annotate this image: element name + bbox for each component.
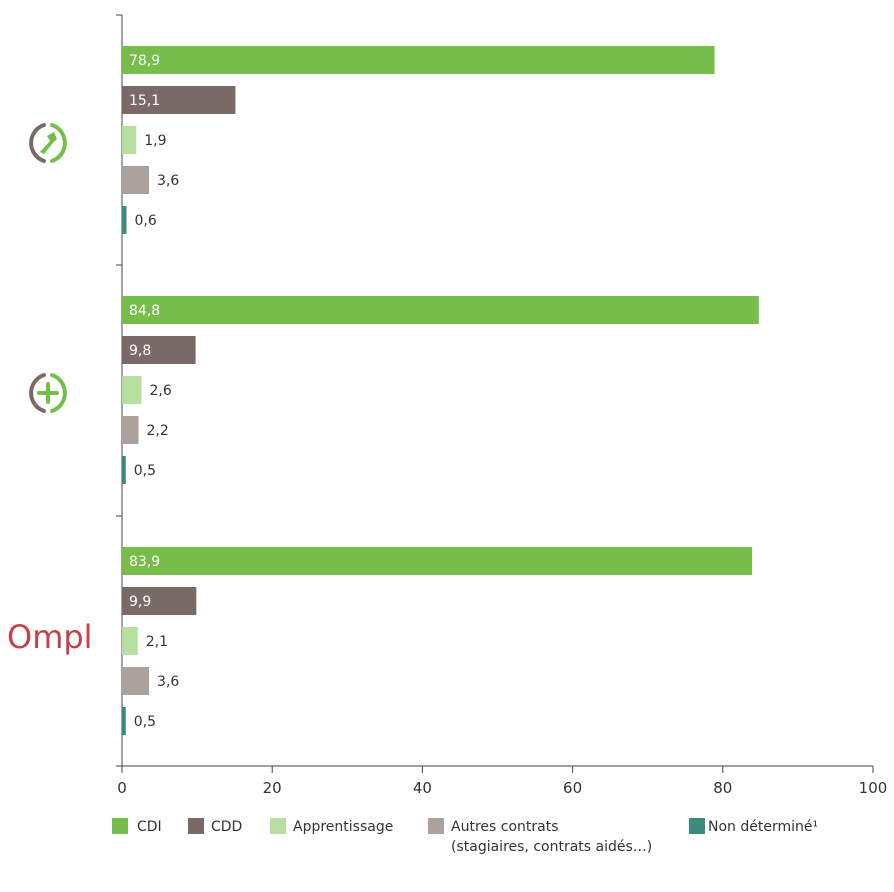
tool-circle-icon [29,123,67,163]
legend-label: CDD [211,819,242,835]
legend-label: Apprentissage [293,819,393,835]
bar-non-d-termin [122,206,127,234]
group-icons: Ompl [7,123,93,656]
x-tick-label: 20 [263,779,282,797]
bar-value-label: 0,5 [134,714,156,730]
ompl-logo: Ompl [7,618,93,656]
bar-value-label: 2,6 [150,383,172,399]
legend-label: CDI [137,819,162,835]
bar-value-label: 78,9 [129,53,160,69]
legend-item: CDI [112,818,162,835]
legend-item: Non déterminé¹ [689,818,818,835]
bar-non-d-termin [122,456,126,484]
bar-value-label: 1,9 [144,133,166,149]
legend-swatch [270,818,286,834]
chart-bars: 78,9 15,1 1,9 3,6 0,6 84,8 9,8 2,6 2,2 0,5 83,9 9,9… [122,46,759,735]
bar-value-label: 9,9 [129,594,151,610]
x-tick-label: 80 [713,779,732,797]
bar-apprentissage [122,376,142,404]
bar-cdd [122,587,197,615]
legend-swatch [689,818,705,834]
bar-cdd [122,86,236,114]
bar-value-label: 15,1 [129,93,160,109]
bar-value-label: 0,6 [135,213,157,229]
legend-label: Non déterminé¹ [708,819,818,835]
bar-value-label: 84,8 [129,303,160,319]
bar-value-label: 2,1 [146,634,168,650]
legend-swatch [112,818,128,834]
bar-apprentissage [122,126,137,154]
bar-cdi [122,296,759,324]
x-tick-label: 100 [859,779,888,797]
legend-swatch [188,818,204,834]
bar-autres-contrats [122,416,139,444]
bar-value-label: 9,8 [129,343,151,359]
bar-value-label: 0,5 [134,463,156,479]
legend-label-line2: (stagiaires, contrats aidés…) [451,839,652,855]
bar-cdi [122,46,715,74]
chart-axes: 0 20 40 60 80 100 [116,14,888,797]
bar-apprentissage [122,627,138,655]
bar-non-d-termin [122,707,126,735]
legend-item: Apprentissage [270,818,393,835]
x-tick-label: 40 [413,779,432,797]
ompl-logo-text: Ompl [7,618,93,656]
bar-autres-contrats [122,166,150,194]
bar-cdi [122,547,753,575]
legend-label: Autres contrats [451,819,559,835]
bar-value-label: 2,2 [147,423,169,439]
legend-swatch [428,818,444,834]
bar-cdd [122,336,196,364]
bar-value-label: 3,6 [157,674,179,690]
legend-item: Autres contrats (stagiaires, contrats aid… [428,818,652,855]
chart-legend: CDI CDD Apprentissage Autres contrats (stagi… [112,818,818,855]
bar-value-label: 83,9 [129,554,160,570]
x-tick-label: 0 [117,779,127,797]
bar-value-label: 3,6 [157,173,179,189]
plus-circle-icon [29,373,67,413]
legend-item: CDD [188,818,242,835]
bar-autres-contrats [122,667,150,695]
x-tick-label: 60 [563,779,582,797]
